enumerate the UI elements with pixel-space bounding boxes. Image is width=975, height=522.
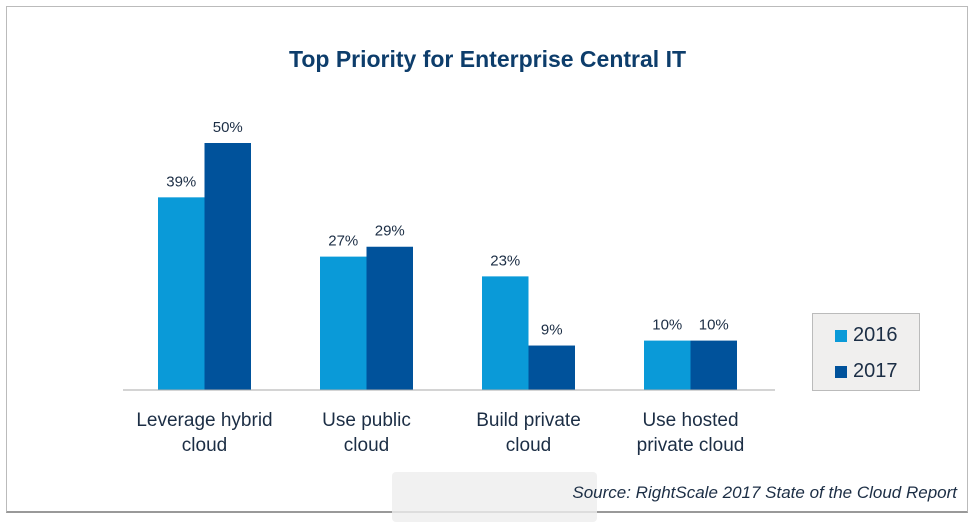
data-label: 50% — [213, 119, 243, 136]
legend-swatch-2016 — [835, 329, 847, 342]
legend-label: 2016 — [853, 324, 898, 346]
data-label: 10% — [652, 317, 682, 334]
category-label: cloud — [506, 435, 551, 456]
bar-2016 — [482, 276, 529, 390]
category-label: cloud — [344, 435, 389, 456]
bar-2016 — [644, 340, 691, 390]
data-label: 10% — [699, 317, 729, 334]
bar-2017 — [366, 246, 413, 390]
bar-2017 — [528, 345, 575, 390]
data-label: 39% — [166, 173, 196, 190]
watermark — [392, 472, 597, 522]
data-label: 9% — [541, 322, 563, 339]
category-label: private cloud — [637, 435, 745, 456]
category-label: Leverage hybrid — [136, 410, 272, 431]
legend-label: 2017 — [853, 360, 898, 382]
bar-2016 — [320, 256, 367, 390]
bar-2017 — [204, 143, 251, 390]
category-label: Build private — [476, 410, 581, 431]
legend-swatch-2017 — [835, 365, 847, 378]
legend-item-2016: 2016 — [835, 324, 898, 347]
data-label: 23% — [490, 252, 520, 269]
category-label: cloud — [182, 435, 227, 456]
data-label: 27% — [328, 233, 358, 250]
bar-2017 — [690, 340, 737, 390]
legend-item-2017: 2017 — [835, 360, 898, 383]
legend: 2016 2017 — [812, 313, 920, 391]
category-label: Use hosted — [642, 410, 738, 431]
category-label: Use public — [322, 410, 411, 431]
data-label: 29% — [375, 223, 405, 240]
chart-title: Top Priority for Enterprise Central IT — [288, 46, 687, 72]
bar-2016 — [158, 197, 205, 390]
source-note: Source: RightScale 2017 State of the Clo… — [572, 483, 957, 502]
